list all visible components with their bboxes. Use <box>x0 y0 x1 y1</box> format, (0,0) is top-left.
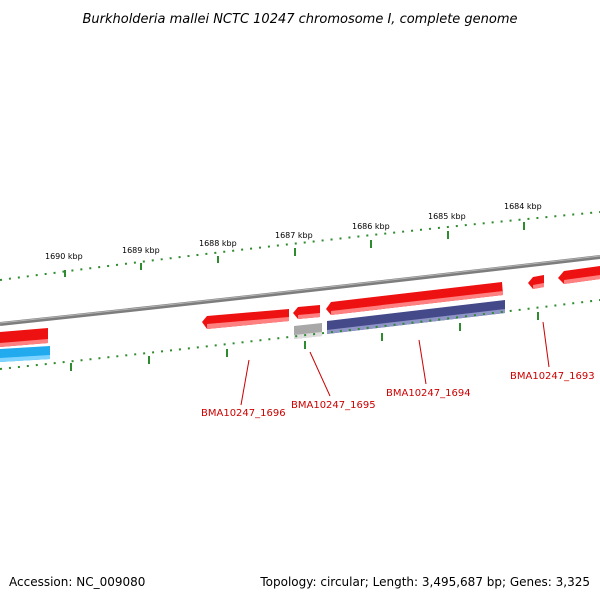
accession-text: Accession: NC_009080 <box>9 575 145 589</box>
backbone <box>0 255 600 326</box>
gene-label-1695: BMA10247_1695 <box>291 400 376 411</box>
backbone-highlight <box>0 255 600 324</box>
cyan-feature-left <box>0 346 50 362</box>
scale-label: 1685 kbp <box>428 212 466 221</box>
scale-label: 1684 kbp <box>504 202 542 211</box>
blue-feature[interactable] <box>327 300 505 334</box>
lower-scale-major-ticks <box>70 312 539 371</box>
upper-scale: 1690 kbp 1689 kbp 1688 kbp 1687 kbp 1686… <box>0 202 600 281</box>
gene-label-1696: BMA10247_1696 <box>201 408 286 419</box>
scale-label: 1687 kbp <box>275 231 313 240</box>
topology-text: Topology: circular; Length: 3,495,687 bp… <box>259 575 590 589</box>
upper-scale-major-ticks <box>64 222 525 277</box>
leader-1694 <box>418 339 427 385</box>
scale-label: 1690 kbp <box>45 252 83 261</box>
gray-feature <box>294 323 322 339</box>
leader-1693 <box>542 321 550 368</box>
backbone-line <box>0 255 600 326</box>
label-leaders <box>240 321 550 406</box>
scale-label: 1688 kbp <box>199 239 237 248</box>
upper-scale-dots <box>0 211 600 281</box>
forward-feature-left <box>0 328 48 347</box>
gene-label-1693: BMA10247_1693 <box>510 371 595 382</box>
gene-bma10247-1695[interactable] <box>293 305 320 319</box>
gene-bma10247-1696[interactable] <box>202 309 289 329</box>
leader-1695 <box>309 351 331 397</box>
lower-scale <box>0 299 600 371</box>
gene-label-1694: BMA10247_1694 <box>386 388 471 399</box>
scale-label: 1689 kbp <box>122 246 160 255</box>
reverse-strand-features <box>0 300 505 362</box>
forward-strand-features <box>0 266 600 347</box>
leader-1696 <box>240 359 250 406</box>
gene-bma10247-1694[interactable] <box>326 282 503 315</box>
map-title: Burkholderia mallei NCTC 10247 chromosom… <box>82 12 517 27</box>
scale-label: 1686 kbp <box>352 222 390 231</box>
gene-bma10247-1693[interactable] <box>528 275 544 289</box>
forward-feature-right <box>558 266 600 284</box>
